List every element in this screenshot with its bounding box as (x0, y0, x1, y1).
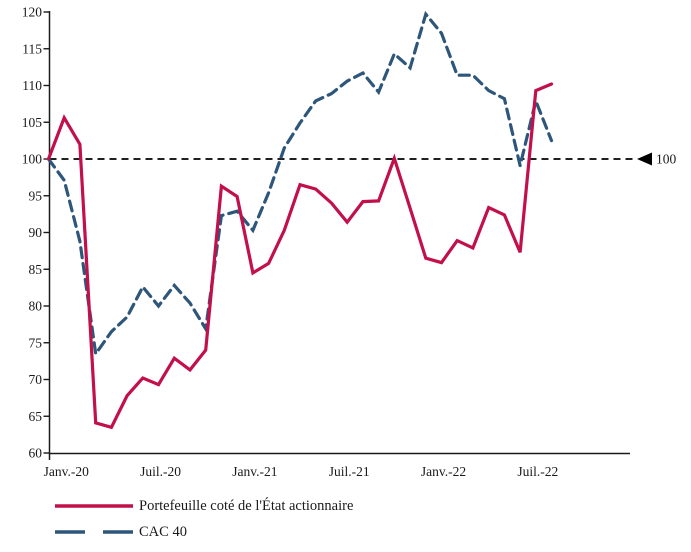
series-line-portefeuille (46, 82, 554, 430)
y-tick-label: 105 (22, 115, 43, 130)
y-tick-label: 80 (29, 299, 43, 314)
y-tick-label: 60 (29, 446, 43, 461)
legend-label-portefeuille: Portefeuille coté de l'État actionnaire (139, 498, 354, 514)
legend-label-cac40: CAC 40 (139, 524, 187, 540)
x-tick-label: Juil.-20 (140, 464, 181, 479)
y-tick-label: 90 (29, 225, 43, 240)
x-tick-label: Janv.-22 (421, 464, 466, 479)
legend-item-portefeuille: Portefeuille coté de l'État actionnaire (55, 493, 353, 519)
reference-line-label: 100 (656, 152, 677, 167)
x-tick-label: Juil.-21 (329, 464, 370, 479)
x-tick-label: Juil.-22 (517, 464, 558, 479)
legend-swatch-portefeuille-line (55, 504, 133, 508)
y-tick-label: 95 (29, 188, 43, 203)
y-tick-label: 120 (22, 5, 43, 20)
y-tick-label: 75 (29, 335, 43, 350)
legend-item-cac40: CAC 40 (55, 519, 353, 545)
arrow-left-icon (637, 152, 652, 166)
legend: Portefeuille coté de l'État actionnaire … (55, 493, 353, 545)
x-tick-label: Janv.-20 (44, 464, 89, 479)
y-tick-label: 115 (22, 41, 42, 56)
x-tick-label: Janv.-21 (232, 464, 277, 479)
y-tick-label: 65 (29, 409, 43, 424)
y-tick-label: 110 (22, 78, 42, 93)
y-tick-label: 85 (29, 262, 43, 277)
series-line-cac40 (46, 10, 554, 359)
y-tick-label: 70 (29, 372, 43, 387)
legend-swatch-cac40-line (55, 530, 133, 534)
y-tick-label: 100 (22, 152, 43, 167)
